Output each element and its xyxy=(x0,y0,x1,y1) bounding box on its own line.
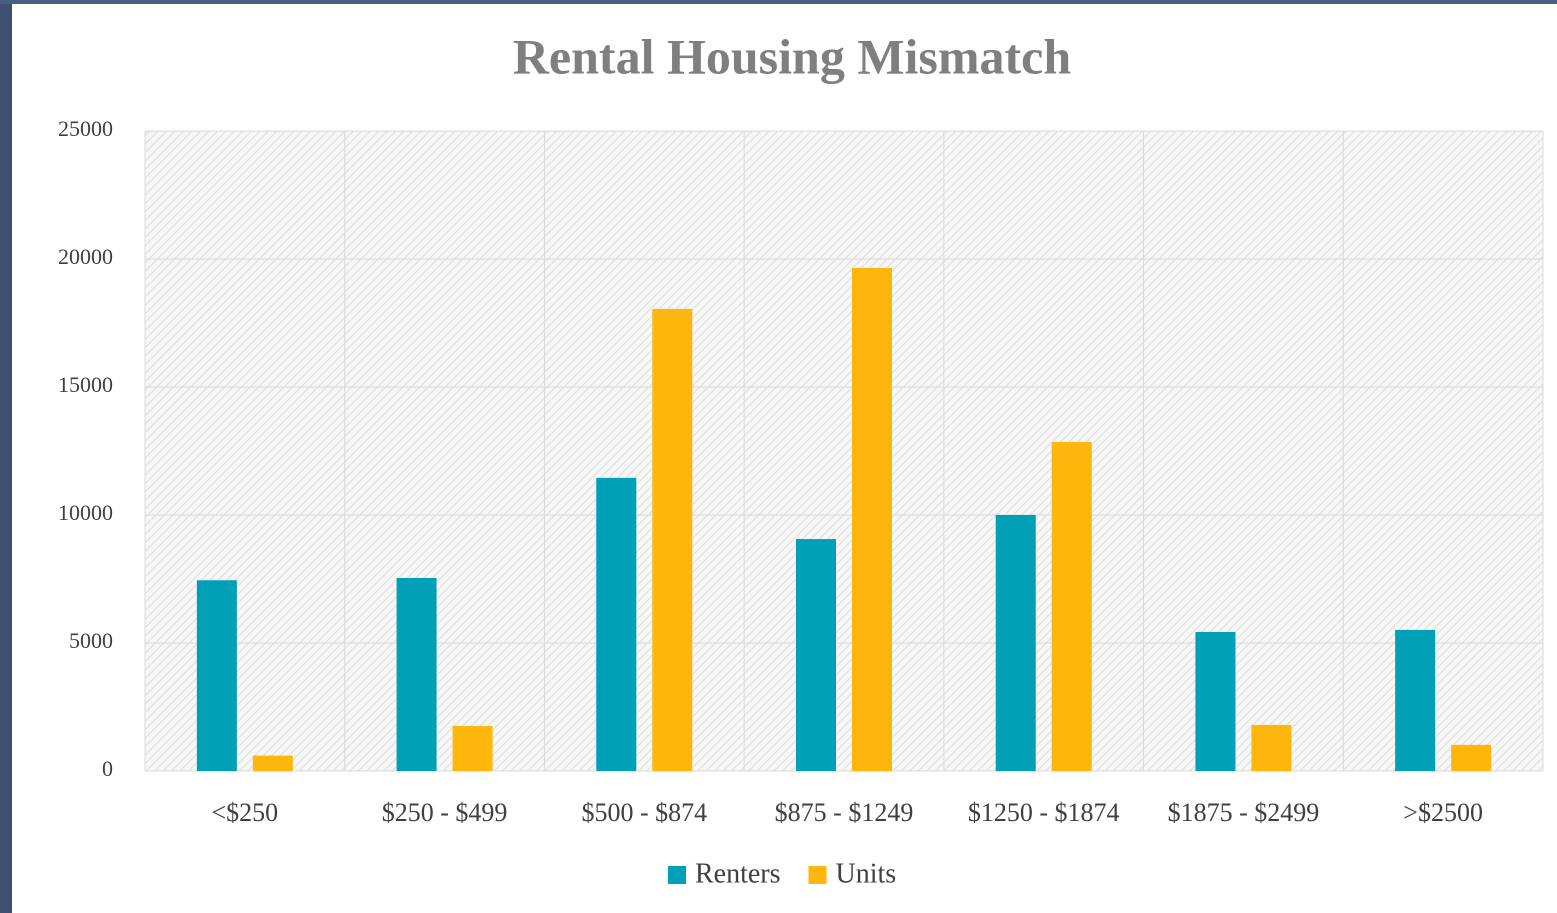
x-tick-label: $500 - $874 xyxy=(581,798,707,827)
y-tick-label: 10000 xyxy=(58,500,113,525)
x-tick-label: $250 - $499 xyxy=(382,798,508,827)
plot-area xyxy=(145,131,1543,771)
bar xyxy=(1051,442,1092,771)
x-tick-label: $1875 - $2499 xyxy=(1168,798,1320,827)
x-tick-label: $1250 - $1874 xyxy=(968,798,1120,827)
chart-title: Rental Housing Mismatch xyxy=(513,28,1072,84)
bar xyxy=(252,755,293,771)
bar xyxy=(396,577,437,771)
y-tick-label: 20000 xyxy=(58,244,113,269)
legend-label: Units xyxy=(836,858,897,889)
bar xyxy=(852,267,892,771)
x-tick-label: $875 - $1249 xyxy=(775,798,914,827)
bar xyxy=(1251,724,1292,771)
bar xyxy=(1395,629,1436,771)
left-border xyxy=(0,0,12,913)
legend-swatch xyxy=(808,866,827,884)
bar xyxy=(596,477,637,771)
y-tick-label: 0 xyxy=(102,756,113,781)
bar xyxy=(1451,744,1492,771)
y-tick-label: 5000 xyxy=(69,628,113,653)
bar xyxy=(1195,631,1236,771)
bar xyxy=(995,515,1036,771)
bar xyxy=(652,308,693,771)
y-tick-label: 25000 xyxy=(58,116,113,141)
legend-swatch xyxy=(668,866,686,884)
top-border xyxy=(0,0,1557,4)
legend-label: Renters xyxy=(695,858,781,889)
bar xyxy=(452,725,493,771)
y-tick-label: 15000 xyxy=(58,372,113,397)
x-tick-label: >$2500 xyxy=(1403,798,1483,827)
bar xyxy=(796,539,836,771)
x-tick-label: <$250 xyxy=(212,798,279,827)
bar xyxy=(196,580,237,771)
